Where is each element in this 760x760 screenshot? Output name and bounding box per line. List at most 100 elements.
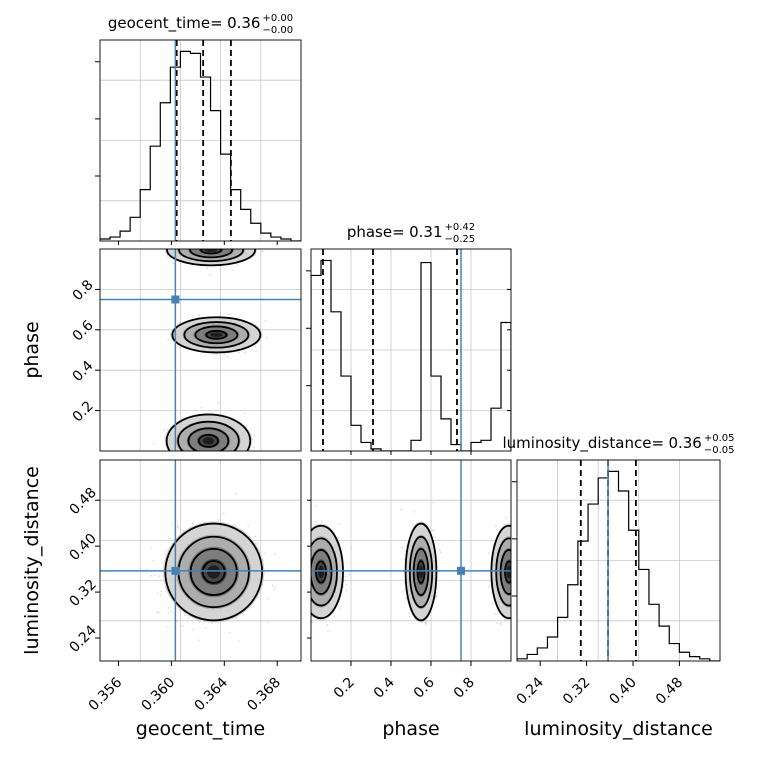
panel-title-geocent_time: geocent_time = 0.36 +0.00−0.00: [108, 13, 293, 36]
histogram-geocent_time-frame: [99, 39, 302, 242]
ytick-label-luminosity_distance-3: 0.48: [66, 485, 99, 518]
xtick-label-luminosity_distance-1: 0.32: [560, 675, 593, 708]
ytick-label-luminosity_distance-1: 0.32: [66, 577, 99, 610]
panel-title-phase: phase = 0.31 +0.42−0.25: [347, 222, 475, 245]
axis-ticks: 0.356 0.360 0.364 0.368 geocent_time 0.2 0.4 0.…: [21, 241, 713, 740]
contour-luminosity_distance-vs-phase-2-2: [499, 549, 511, 595]
contour-phase-vs-geocent_time-0-0: [171, 316, 262, 354]
title-label-phase: phase: [347, 223, 392, 241]
density-shade-luminosity_distance-vs-geocent_time-0-4: [207, 565, 221, 579]
histogram-step-luminosity_distance: [517, 470, 720, 661]
histogram-geocent_time: [95, 39, 302, 242]
title-lower-error-geocent_time: −0.00: [262, 25, 293, 36]
ytick-label-phase-0: 0.2: [70, 398, 97, 425]
density-luminosity_distance-vs-geocent_time: [99, 459, 302, 662]
title-median-luminosity_distance: 0.36: [668, 434, 701, 452]
truth-marker-luminosity_distance-vs-phase: [457, 566, 465, 575]
density-content-luminosity_distance-vs-geocent_time: [145, 492, 277, 643]
contour-luminosity_distance-vs-phase-1-1: [408, 535, 434, 609]
density-luminosity_distance-vs-geocent_time-frame: [99, 459, 302, 662]
density-shade-phase-vs-geocent_time-2-4: [205, 249, 218, 253]
contour-phase-vs-geocent_time-0-1: [183, 321, 250, 349]
title-equals-luminosity_distance: =: [651, 434, 664, 452]
density-shade-phase-vs-geocent_time-1-4: [202, 437, 215, 445]
histogram-step-phase: [311, 259, 511, 451]
contour-phase-vs-geocent_time-0-2: [194, 325, 239, 345]
contour-luminosity_distance-vs-phase-0-0: [311, 524, 344, 620]
contour-luminosity_distance-vs-phase-2-0: [490, 524, 511, 620]
histogram-step-geocent_time: [100, 50, 301, 241]
contour-luminosity_distance-vs-geocent_time-0-3: [201, 560, 226, 584]
density-shade-luminosity_distance-vs-phase-1-4: [418, 565, 424, 579]
contour-phase-vs-geocent_time-2-0: [166, 249, 256, 267]
xtick-label-geocent_time-1: 0.360: [139, 675, 179, 715]
contour-phase-vs-geocent_time-2-2: [189, 249, 233, 259]
contour-phase-vs-geocent_time-1-1: [177, 420, 240, 451]
histogram-phase: [306, 248, 512, 452]
histogram-phase-frame: [310, 248, 512, 452]
xtick-label-luminosity_distance-0: 0.24: [514, 674, 547, 707]
ytick-label-luminosity_distance-0: 0.24: [66, 622, 99, 655]
ytick-label-phase-1: 0.4: [70, 358, 97, 385]
title-lower-error-luminosity_distance: −0.05: [704, 445, 735, 456]
contour-phase-vs-geocent_time-2-3: [200, 249, 222, 255]
contour-phase-vs-geocent_time-0-3: [205, 329, 228, 340]
title-median-geocent_time: 0.36: [227, 14, 260, 32]
density-shade-luminosity_distance-vs-phase-2-4: [506, 565, 511, 579]
x-axis-label-geocent_time: geocent_time: [136, 718, 265, 740]
title-median-phase: 0.31: [409, 223, 442, 241]
density-content-luminosity_distance-vs-phase: [311, 501, 511, 633]
contour-luminosity_distance-vs-phase-0-3: [315, 560, 327, 584]
contour-luminosity_distance-vs-geocent_time-0-2: [189, 547, 238, 596]
density-luminosity_distance-vs-phase-frame: [310, 459, 512, 662]
contour-luminosity_distance-vs-phase-2-3: [504, 560, 511, 584]
title-label-luminosity_distance: luminosity_distance: [502, 434, 651, 453]
y-axis-label-phase: phase: [21, 321, 43, 378]
contour-luminosity_distance-vs-geocent_time-0-0: [164, 522, 264, 622]
contour-luminosity_distance-vs-phase-1-0: [404, 522, 438, 622]
ytick-label-phase-3: 0.8: [70, 277, 97, 304]
title-label-geocent_time: geocent_time: [108, 14, 210, 33]
xtick-label-luminosity_distance-2: 0.40: [606, 675, 639, 708]
xtick-label-phase-2: 0.6: [411, 674, 438, 701]
density-content-phase-vs-geocent_time: [152, 249, 268, 451]
x-axis-label-phase: phase: [382, 718, 439, 740]
contour-luminosity_distance-vs-phase-1-3: [416, 560, 426, 584]
xtick-label-luminosity_distance-3: 0.48: [653, 675, 686, 708]
density-phase-vs-geocent_time: [99, 248, 302, 452]
contour-phase-vs-geocent_time-2-1: [178, 249, 244, 263]
histogram-luminosity_distance-frame: [516, 459, 721, 662]
xtick-label-phase-0: 0.2: [331, 675, 358, 702]
contour-luminosity_distance-vs-phase-2-1: [495, 537, 511, 607]
xtick-label-phase-3: 0.8: [451, 675, 478, 702]
xtick-label-geocent_time-0: 0.356: [86, 674, 126, 714]
y-axis-label-luminosity_distance: luminosity_distance: [21, 466, 43, 655]
xtick-label-geocent_time-3: 0.368: [244, 675, 284, 715]
title-upper-error-luminosity_distance: +0.05: [704, 433, 735, 444]
contour-luminosity_distance-vs-phase-0-2: [311, 549, 333, 595]
truth-marker-luminosity_distance-vs-geocent_time: [171, 566, 180, 575]
title-lower-error-phase: −0.25: [445, 234, 476, 245]
contour-luminosity_distance-vs-phase-0-1: [311, 537, 338, 607]
title-upper-error-geocent_time: +0.00: [262, 13, 293, 24]
density-luminosity_distance-vs-phase: [310, 459, 512, 662]
histogram-luminosity_distance: [512, 459, 721, 662]
title-equals-geocent_time: =: [210, 14, 223, 32]
truth-marker-phase-vs-geocent_time: [171, 295, 180, 304]
density-shade-phase-vs-geocent_time-0-4: [210, 332, 223, 338]
contour-phase-vs-geocent_time-1-2: [187, 427, 230, 451]
density-shade-luminosity_distance-vs-phase-0-4: [318, 565, 324, 579]
ytick-label-phase-2: 0.6: [70, 317, 97, 344]
contour-luminosity_distance-vs-phase-1-2: [412, 547, 430, 596]
title-upper-error-phase: +0.42: [445, 222, 476, 233]
contour-phase-vs-geocent_time-1-0: [165, 413, 252, 451]
xtick-label-phase-1: 0.4: [371, 674, 398, 701]
contour-phase-vs-geocent_time-1-3: [198, 433, 219, 448]
x-axis-label-luminosity_distance: luminosity_distance: [524, 718, 713, 740]
title-equals-phase: =: [392, 223, 405, 241]
xtick-label-geocent_time-2: 0.364: [191, 674, 231, 714]
ytick-label-luminosity_distance-2: 0.40: [66, 531, 99, 564]
density-phase-vs-geocent_time-frame: [99, 248, 302, 452]
panel-title-luminosity_distance: luminosity_distance = 0.36 +0.05−0.05: [502, 433, 734, 456]
